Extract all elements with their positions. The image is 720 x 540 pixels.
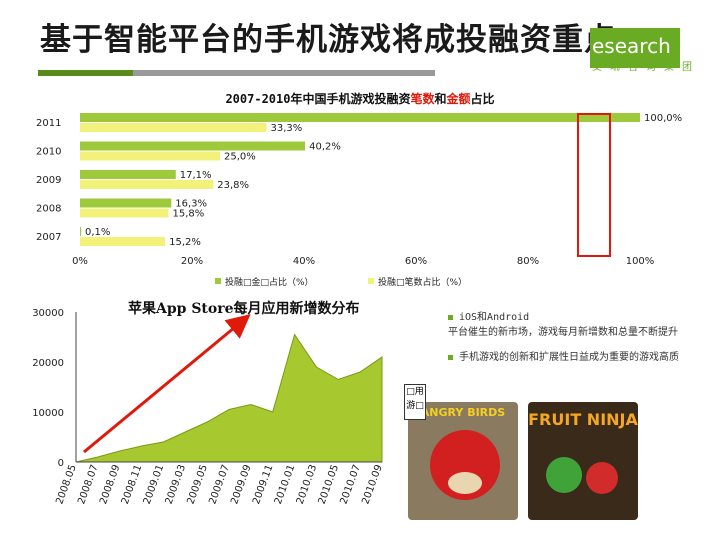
logo-text: esearch [592, 34, 671, 58]
data-label: 0,1% [85, 227, 110, 238]
note-1: iOS和Android [448, 308, 529, 323]
x-tick-label: 2008.09 [98, 463, 122, 506]
overlay-line1: □用 [406, 387, 424, 397]
x-tick-label: 2008.07 [76, 463, 100, 506]
x-tick-label: 20% [181, 256, 203, 267]
category-label: 2009 [36, 175, 61, 186]
category-label: 2010 [36, 147, 61, 158]
bar [80, 227, 81, 236]
fruit-ninja-title: FRUIT NINJA [528, 410, 638, 429]
legend-swatch [368, 278, 374, 284]
x-tick-label: 2008.11 [120, 463, 144, 506]
bar [80, 180, 214, 189]
y-tick-label: 30000 [32, 308, 64, 319]
data-label: 17,1% [180, 170, 212, 181]
angry-birds-title: ANGRY BIRDS [420, 406, 506, 419]
x-tick-label: 2010.07 [338, 463, 362, 506]
x-tick-label: 100% [626, 256, 655, 267]
bar-chart-title-suffix: 占比 [470, 92, 495, 106]
trend-arrow [83, 314, 251, 454]
data-label: 15,8% [172, 209, 204, 220]
legend-swatch [215, 278, 221, 284]
x-tick-label: 40% [293, 256, 315, 267]
note-1-line2: 平台催生的新市场，游戏每月新增数和总量不断提升 [448, 327, 678, 338]
x-tick-label: 2009.05 [185, 463, 209, 506]
bar-chart: 2011 100,0% 33,3% 2010 40,2% 25,0% 2009 17,1% 23… [36, 113, 682, 288]
category-label: 2011 [36, 118, 61, 129]
legend-label: 投融□笔数占比（%） [378, 276, 467, 288]
x-tick-label: 80% [517, 256, 539, 267]
bar [80, 198, 172, 208]
note-1-line1: iOS和Android [459, 312, 530, 323]
bar [80, 113, 640, 122]
page-title: 基于智能平台的手机游戏将成投融资重点 [40, 22, 616, 58]
bar-chart-title: 2007-2010年中国手机游戏投融资笔数和金额占比 [0, 90, 720, 107]
area-series [75, 333, 383, 463]
bullet-icon [448, 354, 453, 360]
bar [80, 208, 169, 218]
x-tick-label: 2010.09 [360, 463, 384, 506]
bar-chart-title-red2: 金额 [446, 92, 471, 106]
category-label: 2008 [36, 204, 61, 215]
bar-chart-title-mid: 和 [434, 92, 447, 106]
bar [80, 170, 176, 179]
x-tick-label: 2009.03 [164, 463, 188, 506]
category-label: 2007 [36, 232, 61, 243]
bar [80, 123, 267, 132]
x-tick-label: 2009.09 [229, 463, 253, 506]
data-label: 16,3% [175, 199, 207, 210]
bar [80, 151, 220, 161]
title-underline-gray [133, 70, 435, 76]
fruit-ninja-image: FRUIT NINJA [528, 402, 638, 520]
x-tick-label: 2010.03 [295, 463, 319, 506]
data-label: 40,2% [309, 142, 341, 153]
bar-chart-title-red1: 笔数 [410, 92, 435, 106]
watermelon-icon [546, 457, 582, 493]
bird-belly-icon [448, 472, 482, 494]
x-tick-label: 2009.01 [142, 463, 166, 506]
x-tick-label: 2008.05 [54, 463, 78, 506]
logo-subtitle: 艾瑞咨询集团 [592, 62, 700, 73]
bullet-icon [448, 314, 453, 320]
y-tick-label: 0 [58, 458, 64, 469]
note-2-text: 手机游戏的创新和扩展性日益成为重要的游戏高质 [459, 352, 679, 363]
x-tick-label: 2010.05 [317, 463, 341, 506]
note-2: 手机游戏的创新和扩展性日益成为重要的游戏高质 [448, 348, 679, 363]
title-underline-green [38, 70, 133, 76]
x-tick-label: 2010.01 [273, 463, 297, 506]
x-tick-label: 60% [405, 256, 427, 267]
angry-birds-image: ANGRY BIRDS [408, 402, 518, 520]
y-tick-label: 20000 [32, 358, 64, 369]
bar-chart-title-prefix: 2007-2010年中国手机游戏投融资 [225, 92, 411, 106]
apple-icon [586, 462, 618, 494]
area-chart-title: 苹果App Store每月应用新增数分布 [128, 301, 360, 317]
x-tick-label: 2009.11 [251, 463, 275, 506]
bar [80, 141, 306, 151]
data-label: 25,0% [224, 152, 256, 163]
x-tick-label: 0% [72, 256, 88, 267]
data-label: 23,8% [217, 180, 249, 191]
logo [590, 28, 680, 68]
x-tick-label: 2009.07 [207, 463, 231, 506]
data-label: 15,2% [169, 237, 201, 248]
overlay-label: □用游□ [404, 384, 426, 420]
data-label: 100,0% [644, 113, 682, 124]
annotation-box [577, 113, 611, 257]
legend-label: 投融□金□占比（%） [225, 276, 314, 288]
overlay-line2: 游□ [406, 401, 424, 411]
y-tick-label: 10000 [32, 408, 64, 419]
data-label: 33,3% [270, 123, 302, 134]
bar [80, 237, 166, 246]
